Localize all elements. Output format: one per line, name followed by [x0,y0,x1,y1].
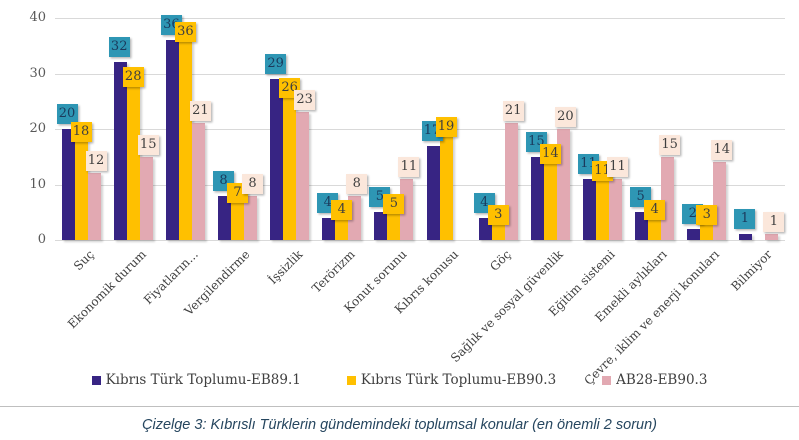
gridline [55,240,785,241]
legend-marker-icon [602,375,612,385]
bar [296,112,310,240]
data-label: 1 [763,212,785,233]
bar [113,62,127,240]
bar [283,95,297,240]
data-label: 14 [711,140,733,161]
bar [74,140,88,240]
data-label: 3 [696,205,718,226]
data-label: 32 [108,37,130,58]
legend-item: Kıbrıs Türk Toplumu-EB89.1 [91,372,301,388]
data-label: 36 [174,22,196,43]
bar-chart: 0 10 20 30 40 20 18 12 32 28 15 36 36 21 8 7 8 29 26 23 4 4 8 5… [29,10,785,388]
data-label: 21 [502,101,524,122]
data-label: 18 [70,122,92,143]
bar [87,173,101,240]
bar [700,223,714,240]
bar [165,40,179,240]
data-label: 1 [734,209,756,230]
x-axis-label: İşsizlik [265,247,306,288]
bar [543,162,557,240]
bar [765,234,779,240]
data-label: 3 [487,205,509,226]
bar [191,123,205,240]
data-label: 28 [122,66,144,87]
bar [687,228,701,240]
data-label: 23 [294,90,316,111]
x-axis-label: Suç [70,247,97,274]
caption-divider: Çizelge 3: Kıbrıslı Türklerin gündeminde… [0,406,799,433]
x-axis-label: Terörizm [308,247,358,296]
bar [387,212,401,240]
bar [270,79,284,240]
data-label: 15 [659,134,681,155]
data-label: 4 [644,199,666,220]
legend-label: AB28-EB90.3 [616,372,708,388]
y-axis-tick-label: 20 [29,121,46,136]
data-label: 5 [383,194,405,215]
legend-item: Kıbrıs Türk Toplumu-EB90.3 [346,372,557,388]
data-label: 20 [56,104,78,124]
y-axis-tick-label: 30 [29,65,46,81]
bar [322,217,336,240]
bar [178,40,192,240]
chart-legend: Kıbrıs Türk Toplumu-EB89.1 Kıbrıs Türk To… [0,372,799,388]
data-label: 14 [539,144,561,165]
bar [61,129,75,240]
bar [609,178,622,240]
data-label: 8 [346,173,368,194]
gridline [55,129,785,130]
bar [596,178,609,240]
bar [231,201,244,240]
data-label: 19 [435,116,457,137]
legend-marker-icon [346,375,356,385]
bar [126,84,140,240]
legend-item: AB28-EB90.3 [602,372,707,388]
gridline [55,18,785,19]
x-axis-label: Bilmiyor [728,247,775,294]
bar [439,134,453,240]
x-axis-label: Göç [487,247,514,274]
bar [739,234,753,240]
bar [426,145,440,240]
bar [661,156,675,240]
data-label: 11 [607,156,628,177]
data-label: 21 [189,101,211,122]
bar [218,195,231,240]
data-label: 20 [554,107,576,127]
bar [139,156,153,240]
figure-caption: Çizelge 3: Kıbrıslı Türklerin gündeminde… [142,417,657,433]
bar [583,178,596,240]
bar [530,156,544,240]
data-label: 8 [242,173,263,194]
bar [400,178,414,240]
y-axis-tick-label: 10 [29,176,46,192]
bar [713,162,727,240]
data-label: 4 [331,199,353,220]
bar [491,223,505,240]
bar [374,212,388,240]
bar [244,195,257,240]
y-axis-tick-label: 40 [29,10,46,25]
y-axis-tick-label: 0 [37,232,46,247]
legend-label: Kıbrıs Türk Toplumu-EB89.1 [105,372,301,388]
bar [648,217,662,240]
data-label: 11 [398,156,420,177]
data-label: 12 [85,151,107,172]
legend-label: Kıbrıs Türk Toplumu-EB90.3 [360,372,557,388]
data-label: 15 [137,134,159,155]
legend-marker-icon [91,375,101,385]
bar [335,217,349,240]
gridline [55,184,785,186]
gridline [55,73,785,75]
data-label: 29 [265,54,287,75]
